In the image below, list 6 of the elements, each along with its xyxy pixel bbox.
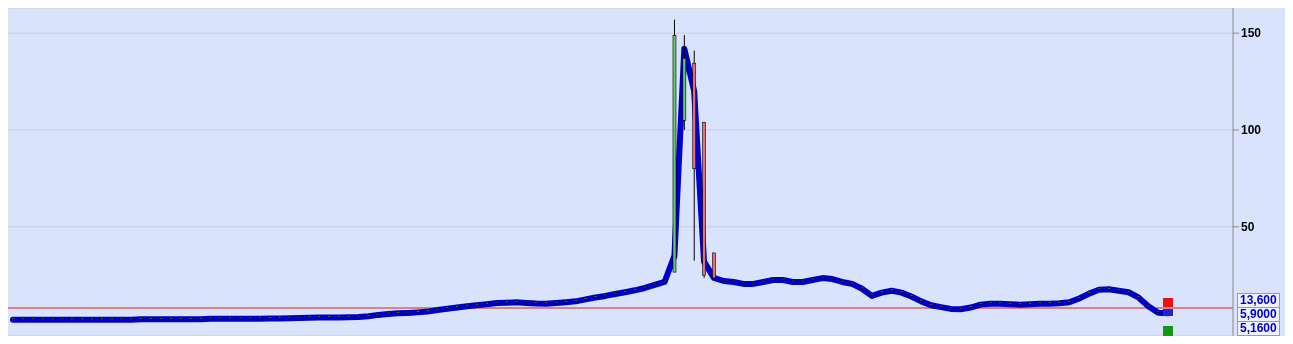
text: 5,9000 (1237, 307, 1280, 322)
y-tick-label: 150 (1241, 26, 1262, 41)
text: 13,600 (1237, 293, 1280, 308)
text: 5,1600 (1237, 321, 1280, 336)
y-tick-label: 100 (1241, 123, 1262, 138)
y-tick-label: 50 (1241, 220, 1255, 235)
